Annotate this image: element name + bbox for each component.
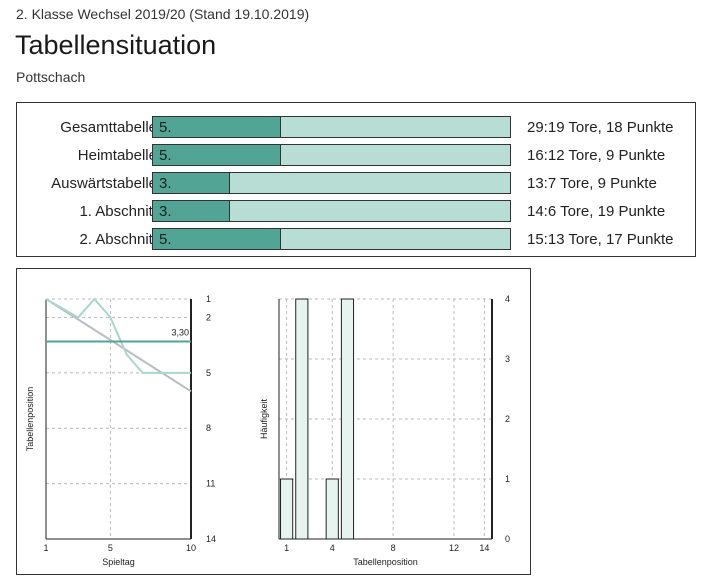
table-row[interactable]: 2. Abschnitt 5. 15:13 Tore, 17 Punkte [17, 228, 697, 252]
x-axis-label: Tabellenposition [353, 557, 418, 567]
y-tick-label: 5 [206, 368, 211, 378]
y-axis-label: Häufigkeit [259, 398, 269, 439]
charts-panel: 1 2 5 8 11 14 1 5 10 3,30 Spieltag Tabellenposition… [16, 268, 531, 575]
table-row[interactable]: 1. Abschnitt 3. 14:6 Tore, 19 Punkte [17, 200, 697, 224]
position-bar-fill [153, 117, 281, 137]
page-title: Tabellensituation [15, 30, 217, 60]
x-axis-label: Spieltag [102, 557, 135, 567]
table-row-label: 1. Abschnitt [79, 203, 157, 220]
x-tick-label: 1 [284, 543, 289, 553]
position-label: 5. [159, 231, 172, 248]
table-row-score: 29:19 Tore, 18 Punkte [527, 119, 674, 136]
y-tick-label: 1 [206, 294, 211, 304]
table-row-label: Gesamttabelle [60, 119, 157, 136]
histogram-bar [325, 478, 339, 540]
position-label: 5. [159, 119, 172, 136]
y-tick-label: 1 [505, 474, 510, 484]
tables-overview: Gesamttabelle 5. 29:19 Tore, 18 Punkte H… [16, 102, 696, 257]
position-bar-fill [153, 229, 281, 249]
table-row[interactable]: Auswärtstabelle 3. 13:7 Tore, 9 Punkte [17, 172, 697, 196]
position-label: 5. [159, 147, 172, 164]
x-tick-label: 5 [108, 543, 113, 553]
x-tick-label: 4 [330, 543, 335, 553]
position-bar: 5. [152, 116, 511, 138]
x-tick-label: 14 [479, 543, 489, 553]
table-row[interactable]: Heimtabelle 5. 16:12 Tore, 9 Punkte [17, 144, 697, 168]
y-tick-label: 14 [206, 534, 216, 544]
position-line [45, 297, 191, 374]
x-tick-label: 12 [449, 543, 459, 553]
page-subtitle: 2. Klasse Wechsel 2019/20 (Stand 19.10.2… [16, 6, 310, 22]
position-label: 3. [159, 203, 172, 220]
position-bar-fill [153, 145, 281, 165]
histogram-bar [280, 478, 294, 540]
table-row-score: 13:7 Tore, 9 Punkte [527, 175, 657, 192]
x-tick-label: 10 [186, 543, 196, 553]
y-tick-label: 2 [505, 414, 510, 424]
y-tick-label: 2 [206, 312, 211, 322]
histogram-bar [295, 298, 309, 540]
position-bar: 3. [152, 172, 511, 194]
team-name: Pottschach [16, 69, 86, 85]
table-row-score: 15:13 Tore, 17 Punkte [527, 231, 674, 248]
table-row-score: 14:6 Tore, 19 Punkte [527, 203, 666, 220]
trend-line [45, 298, 192, 393]
y-tick-label: 3 [505, 354, 510, 364]
position-bar: 5. [152, 144, 511, 166]
position-bar-fill [153, 201, 230, 221]
y-tick-label: 4 [505, 294, 510, 304]
x-tick-label: 8 [391, 543, 396, 553]
position-bar: 3. [152, 200, 511, 222]
table-row-label: Auswärtstabelle [51, 175, 157, 192]
position-label: 3. [159, 175, 172, 192]
table-row[interactable]: Gesamttabelle 5. 29:19 Tore, 18 Punkte [17, 116, 697, 140]
y-axis-label: Tabellenposition [25, 387, 35, 452]
table-row-label: 2. Abschnitt [79, 231, 157, 248]
histogram-bar [340, 298, 355, 540]
table-row-score: 16:12 Tore, 9 Punkte [527, 147, 666, 164]
table-row-label: Heimtabelle [77, 147, 157, 164]
y-tick-label: 11 [206, 479, 215, 489]
y-tick-label: 8 [206, 423, 211, 433]
y-tick-label: 0 [505, 534, 510, 544]
average-label: 3,30 [171, 327, 189, 337]
position-bar-fill [153, 173, 230, 193]
position-bar: 5. [152, 228, 511, 250]
x-tick-label: 1 [43, 543, 48, 553]
